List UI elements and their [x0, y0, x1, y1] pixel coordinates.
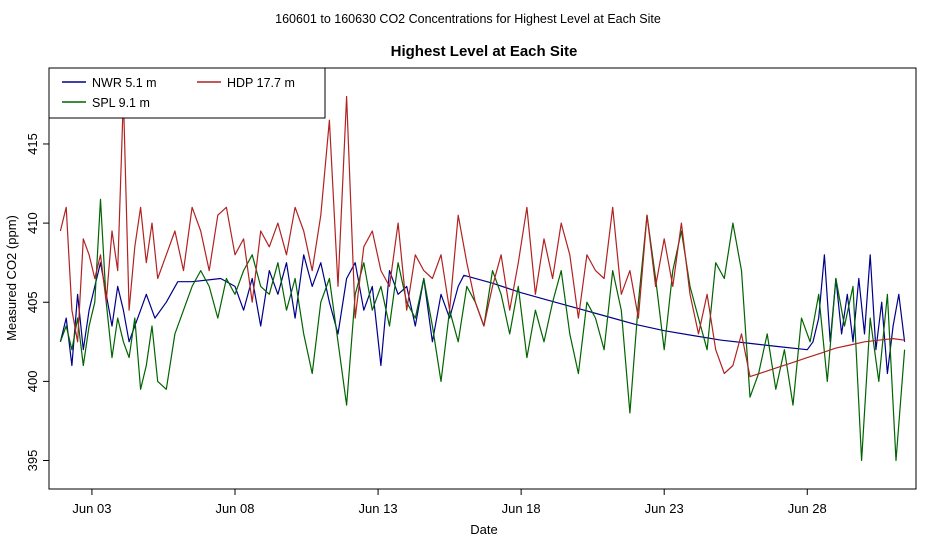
x-axis-label: Date — [470, 522, 497, 537]
x-tick-label: Jun 18 — [502, 501, 541, 516]
y-tick-label: 405 — [25, 291, 40, 313]
legend-label-nwr: NWR 5.1 m — [92, 76, 157, 90]
series-line-hdp — [59, 95, 905, 378]
y-tick-label: 395 — [25, 450, 40, 472]
legend-label-hdp: HDP 17.7 m — [227, 76, 295, 90]
y-tick-label: 410 — [25, 212, 40, 234]
x-tick-label: Jun 03 — [72, 501, 111, 516]
legend-box — [48, 67, 326, 119]
y-tick-label: 400 — [25, 371, 40, 393]
axes: Jun 03 Jun 08 Jun 13 Jun 18 Jun 23 Jun 28 395 4… — [25, 133, 827, 516]
x-tick-label: Jun 08 — [215, 501, 254, 516]
series-line-spl — [59, 198, 906, 462]
legend: NWR 5.1 m SPL 9.1 m HDP 17.7 m — [48, 67, 326, 119]
x-tick-label: Jun 28 — [788, 501, 827, 516]
y-tick-label: 415 — [25, 133, 40, 155]
x-tick-label: Jun 23 — [645, 501, 684, 516]
chart-title: Highest Level at Each Site — [391, 43, 578, 60]
figure-suptitle: 160601 to 160630 CO2 Concentrations for … — [275, 12, 661, 26]
y-axis-label: Measured CO2 (ppm) — [4, 215, 19, 341]
series-layer — [59, 95, 906, 462]
legend-label-spl: SPL 9.1 m — [92, 96, 150, 110]
x-tick-label: Jun 13 — [359, 501, 398, 516]
series-line-nwr — [59, 254, 906, 375]
plot-frame — [48, 67, 917, 490]
